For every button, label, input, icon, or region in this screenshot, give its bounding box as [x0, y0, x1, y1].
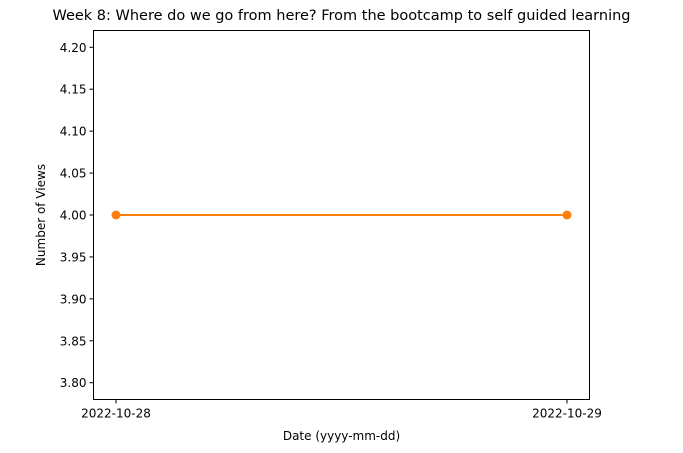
y-tick-label: 4.20	[60, 41, 87, 55]
x-tick-label: 2022-10-28	[81, 407, 151, 421]
y-tick-label: 3.95	[60, 250, 87, 264]
y-tick-label: 3.90	[60, 292, 87, 306]
y-tick-label: 3.80	[60, 376, 87, 390]
data-point	[111, 210, 121, 220]
y-tick-label: 4.00	[60, 209, 87, 223]
x-axis: 2022-10-28 2022-10-29	[81, 399, 602, 421]
chart-title: Week 8: Where do we go from here? From t…	[52, 8, 630, 24]
x-axis-label: Date (yyyy-mm-dd)	[283, 429, 400, 443]
y-tick-label: 4.15	[60, 83, 87, 97]
y-tick-label: 4.05	[60, 167, 87, 181]
y-tick-label: 3.85	[60, 334, 87, 348]
x-tick-label: 2022-10-29	[532, 407, 602, 421]
data-point	[562, 210, 572, 220]
series-layer	[111, 210, 572, 220]
y-axis-label: Number of Views	[34, 164, 48, 266]
y-axis: 3.80 3.85 3.90 3.95 4.00 4.05 4.10 4.15 4.20	[60, 41, 94, 390]
y-tick-label: 4.10	[60, 125, 87, 139]
